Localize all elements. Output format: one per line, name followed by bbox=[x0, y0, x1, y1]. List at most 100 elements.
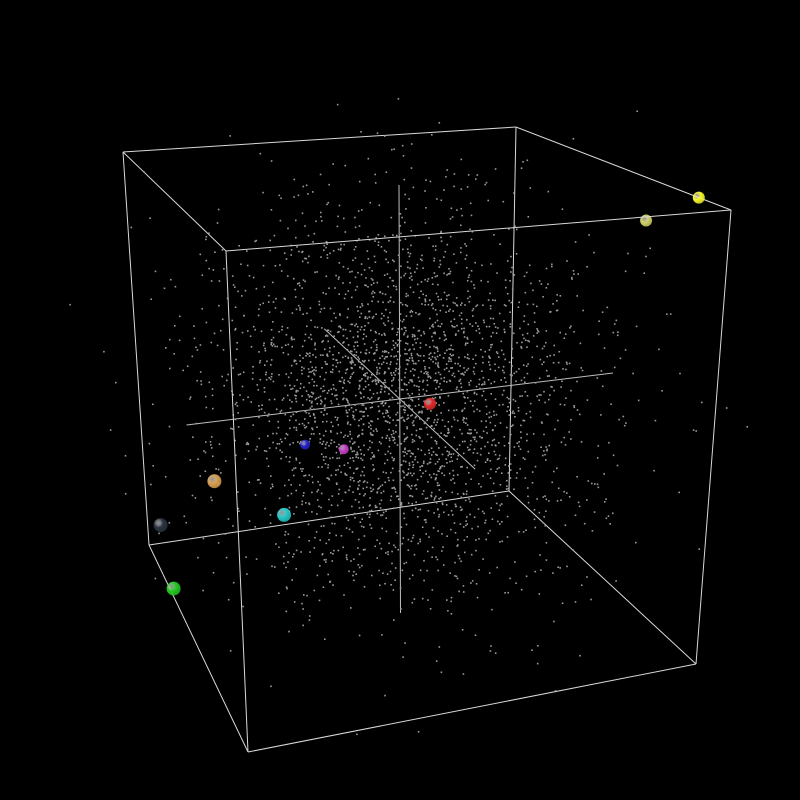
cloud-point bbox=[482, 319, 485, 322]
cloud-point bbox=[450, 207, 453, 210]
cloud-point bbox=[414, 335, 416, 338]
cloud-point bbox=[236, 342, 238, 344]
cloud-point bbox=[326, 392, 329, 394]
cloud-point bbox=[355, 453, 357, 456]
cloud-point bbox=[452, 349, 454, 351]
cloud-point bbox=[437, 371, 440, 374]
cloud-point bbox=[344, 164, 346, 167]
cloud-point bbox=[586, 399, 589, 401]
cloud-point bbox=[252, 366, 254, 368]
cloud-point bbox=[635, 541, 637, 544]
cloud-point bbox=[264, 364, 266, 366]
cloud-point bbox=[406, 388, 408, 391]
cloud-point bbox=[419, 508, 422, 511]
cloud-point bbox=[413, 334, 416, 336]
cloud-point bbox=[440, 231, 442, 234]
highlighted-point[interactable] bbox=[153, 518, 168, 533]
cloud-point bbox=[392, 344, 395, 347]
highlighted-point[interactable] bbox=[338, 444, 349, 455]
cloud-point bbox=[306, 325, 308, 328]
cloud-point bbox=[466, 369, 468, 372]
cloud-point bbox=[278, 330, 280, 333]
cloud-point bbox=[473, 392, 476, 395]
cloud-point bbox=[387, 316, 389, 319]
cloud-point bbox=[321, 443, 323, 445]
cloud-point bbox=[359, 328, 362, 331]
cloud-point bbox=[553, 620, 555, 623]
cloud-point bbox=[410, 315, 413, 317]
cloud-point bbox=[311, 370, 314, 372]
highlighted-point[interactable] bbox=[300, 439, 311, 450]
cloud-point bbox=[349, 271, 351, 273]
highlighted-point[interactable] bbox=[166, 581, 181, 596]
cloud-point bbox=[345, 398, 348, 400]
cloud-point bbox=[408, 349, 410, 352]
cloud-point bbox=[463, 421, 465, 424]
cloud-point bbox=[335, 534, 337, 537]
cloud-point bbox=[377, 381, 380, 384]
cloud-point bbox=[279, 411, 282, 413]
cloud-point bbox=[158, 532, 160, 535]
highlighted-point[interactable] bbox=[207, 474, 222, 489]
cloud-point bbox=[299, 387, 302, 390]
cloud-point bbox=[461, 629, 464, 631]
cloud-point bbox=[326, 353, 328, 356]
cloud-point bbox=[449, 353, 452, 356]
cloud-point bbox=[462, 452, 465, 455]
cloud-point bbox=[405, 295, 407, 298]
cloud-point bbox=[495, 413, 498, 416]
cloud-point bbox=[372, 430, 375, 432]
cloud-point bbox=[378, 441, 381, 443]
cloud-point bbox=[436, 558, 439, 561]
highlighted-point[interactable] bbox=[424, 397, 437, 410]
cloud-point bbox=[317, 396, 320, 399]
cloud-point bbox=[424, 453, 426, 456]
cloud-point bbox=[377, 477, 380, 480]
cloud-point bbox=[443, 434, 446, 436]
cloud-point bbox=[301, 366, 303, 368]
cloud-point bbox=[319, 354, 322, 356]
highlighted-point[interactable] bbox=[692, 191, 705, 204]
cloud-point bbox=[409, 495, 411, 497]
cloud-point bbox=[400, 232, 402, 235]
cloud-point bbox=[503, 371, 505, 374]
cloud-point bbox=[397, 498, 400, 501]
cloud-point bbox=[447, 610, 449, 612]
cloud-point bbox=[302, 494, 305, 497]
cloud-point bbox=[401, 328, 403, 330]
cloud-point bbox=[373, 255, 376, 258]
cloud-point bbox=[448, 453, 451, 455]
highlighted-point[interactable] bbox=[277, 507, 292, 522]
cloud-point bbox=[370, 427, 372, 430]
cloud-point bbox=[423, 400, 425, 403]
cloud-point bbox=[295, 308, 298, 311]
cloud-point bbox=[395, 285, 397, 288]
cloud-point bbox=[429, 458, 432, 460]
cloud-point bbox=[360, 312, 363, 315]
cloud-point bbox=[449, 218, 452, 220]
cloud-point bbox=[511, 347, 513, 350]
cloud-point bbox=[335, 451, 338, 454]
cloud-point bbox=[351, 450, 354, 453]
cloud-point bbox=[408, 397, 410, 399]
cloud-point bbox=[189, 396, 192, 398]
cloud-point bbox=[455, 505, 458, 508]
cloud-point bbox=[346, 558, 348, 561]
cloud-point bbox=[412, 452, 414, 455]
cloud-point bbox=[295, 389, 298, 392]
cloud-point bbox=[357, 453, 359, 456]
cloud-point bbox=[238, 510, 240, 512]
cloud-point bbox=[373, 468, 375, 470]
cloud-point bbox=[409, 286, 412, 289]
cloud-point bbox=[186, 365, 189, 367]
cloud-point bbox=[391, 348, 393, 351]
cloud-point bbox=[576, 380, 578, 383]
cloud-point bbox=[411, 399, 414, 402]
cloud-point bbox=[447, 273, 450, 275]
cloud-point bbox=[363, 411, 365, 413]
cloud-point bbox=[466, 516, 468, 518]
cloud-point bbox=[439, 496, 442, 499]
cloud-point bbox=[349, 457, 352, 460]
box-edge bbox=[122, 151, 150, 546]
